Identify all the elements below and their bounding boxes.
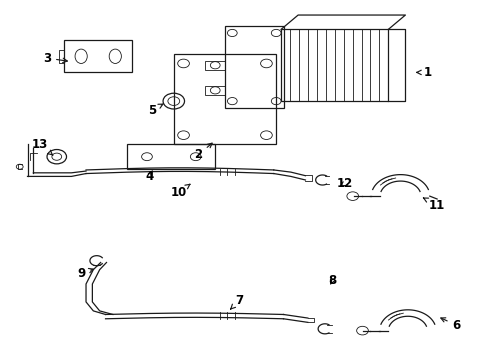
Text: 4: 4 <box>145 170 153 183</box>
Text: 11: 11 <box>423 198 444 212</box>
Text: 10: 10 <box>170 184 189 199</box>
Bar <box>173 54 276 144</box>
Text: 13: 13 <box>32 138 53 155</box>
Bar <box>281 30 387 101</box>
Bar <box>127 144 215 169</box>
Text: 1: 1 <box>416 66 430 79</box>
Bar <box>224 26 283 108</box>
Text: 2: 2 <box>194 143 212 161</box>
Text: 9: 9 <box>77 267 93 280</box>
Text: 7: 7 <box>230 294 243 309</box>
Bar <box>205 86 224 95</box>
Text: 8: 8 <box>327 274 336 287</box>
Text: 12: 12 <box>336 177 352 190</box>
Bar <box>205 61 224 69</box>
Text: 6: 6 <box>440 318 460 332</box>
Text: 3: 3 <box>43 51 67 64</box>
Bar <box>64 40 132 72</box>
Text: 5: 5 <box>147 104 163 117</box>
